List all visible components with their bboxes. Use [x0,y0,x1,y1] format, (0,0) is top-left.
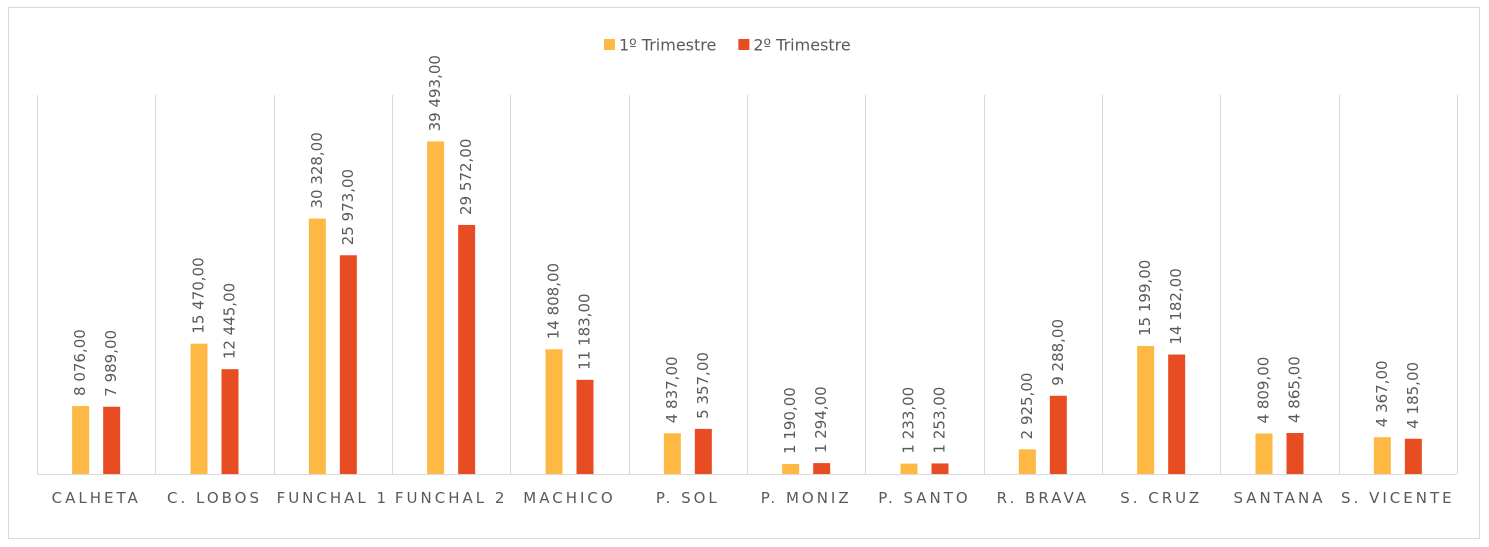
x-tick-label: P. MONIZ [760,489,852,507]
x-tick-label: MACHICO [523,489,616,507]
bar [576,379,594,474]
bar [1404,438,1422,474]
bar [308,218,326,474]
bar [221,369,239,474]
x-tick-label: CALHETA [51,489,141,507]
legend-label: 2º Trimestre [753,36,850,55]
bar [1373,437,1391,474]
legend-swatch [604,39,615,50]
data-label: 12 445,00 [221,283,239,359]
data-label: 11 183,00 [576,293,594,369]
bar [1049,395,1067,474]
x-tick-label: S. CRUZ [1120,489,1203,507]
bar [103,406,121,474]
data-label: 7 989,00 [102,330,120,397]
data-label: 1 253,00 [931,387,949,454]
x-tick-label: FUNCHAL 1 [276,489,390,507]
bar [1137,345,1155,474]
chart-border [8,7,1480,539]
data-label: 14 808,00 [545,263,563,339]
data-label: 29 572,00 [457,139,475,215]
bar [694,428,712,474]
bar [190,343,208,474]
bar [72,405,90,474]
bar [545,349,563,474]
x-tick-label: SANTANA [1233,489,1326,507]
bar [1286,433,1304,474]
bar [782,463,800,474]
data-label: 4 367,00 [1373,360,1391,427]
bar [900,463,918,474]
data-label: 4 809,00 [1255,357,1273,424]
x-tick-label: P. SANTO [878,489,971,507]
legend-swatch [738,39,750,50]
data-label: 4 865,00 [1286,356,1304,423]
data-label: 30 328,00 [308,132,326,208]
data-label: 39 493,00 [426,55,444,131]
data-label: 5 357,00 [694,352,712,419]
data-label: 8 076,00 [71,329,89,396]
bar [427,141,445,475]
data-label: 2 925,00 [1018,373,1036,440]
data-label: 14 182,00 [1167,268,1185,344]
data-label: 4 837,00 [663,356,681,423]
data-label: 1 294,00 [812,386,830,453]
bar [663,433,681,474]
bar [813,463,831,474]
bar [339,255,357,474]
x-tick-label: S. VICENTE [1341,489,1455,507]
x-tick-label: R. BRAVA [996,489,1090,507]
x-tick-label: C. LOBOS [166,489,262,507]
bar [1168,354,1186,474]
data-label: 15 470,00 [190,257,208,333]
data-label: 25 973,00 [339,169,357,245]
data-label: 4 185,00 [1404,362,1422,429]
bar [1255,433,1273,474]
bar [1018,449,1036,474]
data-label: 1 190,00 [781,387,799,454]
data-label: 9 288,00 [1049,319,1067,386]
data-label: 1 233,00 [900,387,918,454]
bar [458,224,476,474]
data-label: 15 199,00 [1136,260,1154,336]
legend-label: 1º Trimestre [619,36,716,55]
x-tick-label: FUNCHAL 2 [394,489,508,507]
bar [931,463,949,474]
x-tick-label: P. SOL [655,489,720,507]
